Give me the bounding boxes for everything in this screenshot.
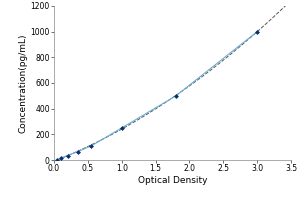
- Y-axis label: Concentration(pg/mL): Concentration(pg/mL): [19, 33, 28, 133]
- X-axis label: Optical Density: Optical Density: [138, 176, 207, 185]
